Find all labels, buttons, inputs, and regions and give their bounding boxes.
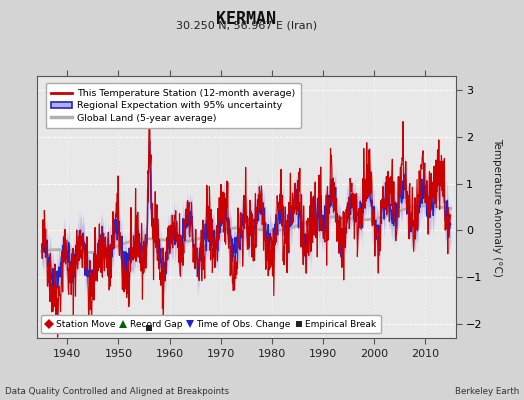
Text: 1950: 1950: [104, 349, 133, 359]
Text: 1960: 1960: [156, 349, 183, 359]
Text: 1970: 1970: [206, 349, 235, 359]
Text: 1990: 1990: [309, 349, 337, 359]
Y-axis label: Temperature Anomaly (°C): Temperature Anomaly (°C): [492, 138, 502, 276]
Text: 1980: 1980: [258, 349, 286, 359]
Text: Data Quality Controlled and Aligned at Breakpoints: Data Quality Controlled and Aligned at B…: [5, 387, 230, 396]
Text: 30.250 N, 56.967 E (Iran): 30.250 N, 56.967 E (Iran): [176, 20, 317, 30]
Text: 2000: 2000: [360, 349, 388, 359]
Legend: Station Move, Record Gap, Time of Obs. Change, Empirical Break: Station Move, Record Gap, Time of Obs. C…: [41, 316, 381, 334]
Text: Berkeley Earth: Berkeley Earth: [454, 387, 519, 396]
Text: 1940: 1940: [53, 349, 81, 359]
Text: KERMAN: KERMAN: [216, 10, 276, 28]
Text: 2010: 2010: [411, 349, 439, 359]
